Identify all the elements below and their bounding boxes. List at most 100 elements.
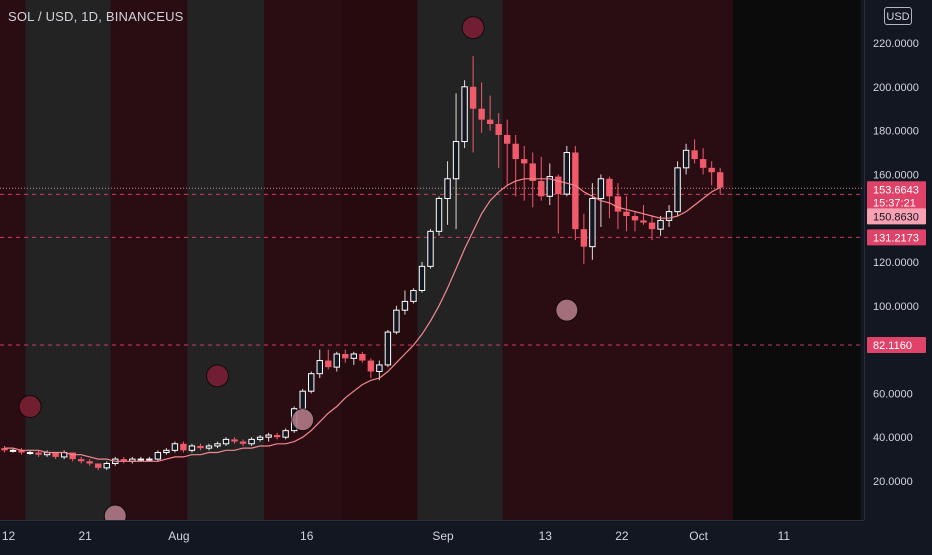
session-band — [110, 0, 188, 520]
candle-body — [555, 176, 562, 195]
candle-body — [597, 178, 605, 199]
candle-body — [444, 178, 451, 199]
candle-body — [265, 434, 272, 438]
price-level-label: 150.8630 — [873, 211, 919, 223]
candle-body — [95, 463, 102, 468]
candle-body — [572, 152, 579, 230]
candle-body — [589, 197, 596, 248]
candle-body — [657, 219, 664, 230]
candle-body — [77, 459, 85, 462]
y-tick-label: 40.0000 — [873, 432, 913, 444]
price-level-label: 131.2173 — [873, 232, 919, 244]
moving-average-line — [4, 178, 721, 462]
candle-body — [631, 216, 639, 221]
candle-body — [197, 445, 204, 449]
y-tick-label: 160.0000 — [873, 169, 919, 181]
candle-body — [401, 300, 409, 311]
x-tick-label: Oct — [689, 529, 708, 543]
currency-button[interactable]: USD — [884, 7, 912, 25]
price-axis-bg — [864, 0, 932, 550]
candle-body — [674, 167, 681, 213]
session-band — [264, 0, 341, 520]
candle-body — [538, 180, 545, 197]
x-tick-label: 16 — [300, 529, 314, 543]
signal-marker-light — [555, 298, 579, 322]
price-level-badge — [867, 181, 926, 210]
candle-body — [26, 452, 34, 455]
signal-marker-dark — [18, 395, 42, 419]
session-band — [0, 0, 26, 520]
candle-body — [69, 452, 76, 460]
candle-body — [495, 124, 502, 135]
candle-body — [640, 220, 647, 223]
candle-body — [606, 178, 613, 197]
candle-body — [282, 430, 289, 438]
candle-body — [273, 435, 281, 438]
session-band — [656, 0, 733, 520]
y-tick-label: 200.0000 — [873, 82, 919, 94]
candle-body — [350, 353, 358, 359]
candle-body — [384, 331, 392, 366]
candle-body — [623, 211, 630, 217]
signal-marker-dark — [206, 364, 229, 388]
candle-body — [682, 149, 690, 169]
x-tick-label: 12 — [2, 529, 16, 543]
candle-body — [316, 360, 323, 375]
candle-body — [1, 448, 8, 451]
candle-body — [503, 134, 511, 144]
candle-body — [452, 141, 460, 180]
candle-body — [469, 86, 477, 109]
y-tick-label: 120.0000 — [873, 257, 919, 269]
candle-body — [308, 373, 315, 392]
candle-body — [137, 458, 145, 461]
candle-body — [205, 445, 213, 449]
candle-body — [546, 176, 553, 197]
candle-body — [214, 443, 221, 447]
x-tick-label: 21 — [79, 529, 93, 543]
candle-body — [580, 229, 588, 247]
candle-body — [665, 211, 673, 221]
candle-body — [716, 172, 724, 188]
candle-body — [342, 353, 349, 359]
candle-body — [691, 150, 698, 160]
price-level-badge — [867, 208, 926, 225]
signal-marker-light — [103, 504, 127, 520]
candle-body — [163, 449, 170, 454]
candle-body — [614, 196, 622, 212]
candle-body — [699, 159, 707, 168]
candle-body — [521, 159, 528, 164]
candle-body — [231, 439, 238, 442]
signal-marker-light — [291, 408, 315, 432]
session-band — [732, 0, 861, 520]
candle-body — [52, 452, 59, 457]
candle-body — [478, 108, 485, 120]
candle-body — [171, 443, 179, 451]
candle-body — [367, 360, 375, 372]
candle-body — [180, 443, 187, 451]
candle-body — [299, 390, 306, 410]
session-band — [502, 0, 580, 520]
y-tick-label: 60.0000 — [873, 388, 913, 400]
price-axis: 220.0000 200.0000 180.0000 160.0000 120.0000… — [864, 0, 932, 550]
candle-body — [435, 197, 443, 232]
x-tick-label: 22 — [615, 529, 629, 543]
candle-body — [146, 458, 153, 461]
candle-body — [325, 360, 332, 368]
candle-body — [461, 86, 468, 143]
candle-body — [103, 462, 110, 469]
candle-body — [708, 167, 715, 173]
price-level-badge — [867, 229, 926, 246]
x-tick-label: 13 — [539, 529, 553, 543]
candle-body — [188, 445, 196, 451]
candle-body — [418, 265, 426, 291]
candle-body — [18, 450, 25, 453]
candle-body — [529, 163, 536, 181]
candle-body — [563, 152, 571, 195]
candle-body — [154, 452, 162, 460]
countdown-label: 15:37:21 — [873, 197, 916, 209]
y-tick-label: 220.0000 — [873, 38, 919, 50]
candle-body — [35, 452, 42, 455]
candle-body — [486, 119, 494, 125]
